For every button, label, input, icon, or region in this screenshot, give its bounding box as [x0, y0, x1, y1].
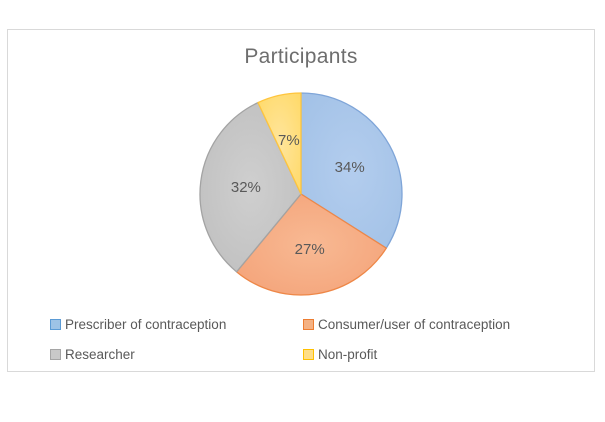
legend-item-consumer[interactable]: Consumer/user of contraception [303, 316, 510, 332]
pie-data-label: 7% [278, 132, 300, 149]
legend-label: Consumer/user of contraception [318, 316, 511, 332]
pie-data-label: 32% [231, 179, 261, 196]
pie-chart: 34% 27% 32% 7% [199, 92, 403, 296]
pie-slice-yellow[interactable] [257, 92, 302, 195]
legend-label: Prescriber of contraception [65, 316, 227, 332]
pie-slice-gray[interactable] [199, 101, 302, 273]
legend-swatch-gray [50, 348, 61, 360]
chart-title: Participants [244, 45, 358, 68]
pie-data-label: 34% [335, 159, 365, 176]
pie-data-label: 27% [295, 241, 325, 258]
legend-swatch-blue [50, 318, 61, 330]
legend-swatch-orange [303, 318, 314, 330]
chart-area: Participants 34% 27% 32% 7% Prescriber of c… [7, 29, 595, 372]
pie-slice-orange[interactable] [235, 193, 387, 296]
legend-item-researcher[interactable]: Researcher [50, 346, 135, 362]
legend-item-prescriber[interactable]: Prescriber of contraception [50, 316, 226, 332]
legend-item-nonprofit[interactable]: Non-profit [303, 346, 377, 362]
legend-swatch-yellow [303, 348, 314, 360]
legend-label: Researcher [65, 346, 135, 362]
legend-label: Non-profit [318, 346, 378, 362]
